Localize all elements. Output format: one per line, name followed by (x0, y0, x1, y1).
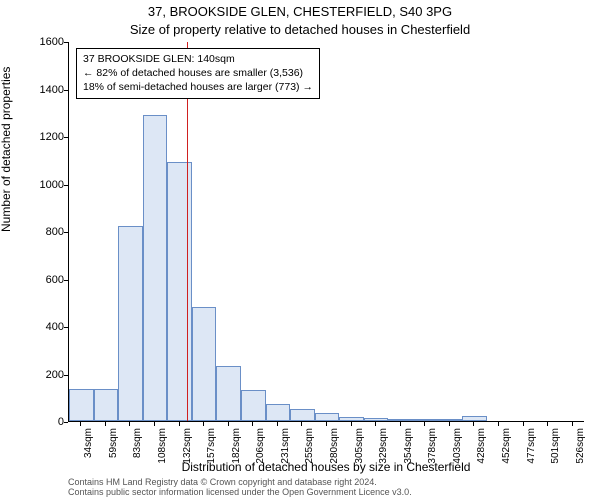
ytick-label: 1200 (40, 131, 64, 143)
reference-line (187, 42, 188, 421)
xtick-mark (473, 422, 474, 426)
histogram-bar (118, 226, 143, 421)
y-axis-label: Number of detached properties (0, 67, 13, 232)
histogram-bar (388, 419, 413, 421)
ytick-mark (64, 422, 68, 423)
annotation-box: 37 BROOKSIDE GLEN: 140sqm ← 82% of detac… (76, 48, 320, 99)
histogram-bar (339, 417, 364, 421)
xtick-label: 501sqm (550, 428, 561, 464)
xtick-mark (301, 422, 302, 426)
xtick-mark (154, 422, 155, 426)
xtick-label: 231sqm (280, 428, 291, 464)
ytick-label: 1600 (40, 36, 64, 48)
x-axis-label: Distribution of detached houses by size … (68, 460, 584, 474)
xtick-label: 477sqm (526, 428, 537, 464)
xtick-label: 329sqm (378, 428, 389, 464)
xtick-label: 83sqm (132, 428, 143, 458)
xtick-label: 378sqm (427, 428, 438, 464)
histogram-bar (438, 419, 463, 421)
xtick-label: 34sqm (83, 428, 94, 458)
plot-area (68, 42, 584, 422)
xtick-mark (523, 422, 524, 426)
xtick-label: 206sqm (255, 428, 266, 464)
chart-title-line1: 37, BROOKSIDE GLEN, CHESTERFIELD, S40 3P… (0, 4, 600, 19)
histogram-bar (413, 419, 438, 421)
annotation-line1: 37 BROOKSIDE GLEN: 140sqm (83, 52, 313, 66)
chart-container: 37, BROOKSIDE GLEN, CHESTERFIELD, S40 3P… (0, 0, 600, 500)
xtick-mark (326, 422, 327, 426)
histogram-bar (364, 418, 389, 421)
histogram-bar (216, 366, 241, 421)
xtick-mark (203, 422, 204, 426)
xtick-label: 157sqm (206, 428, 217, 464)
histogram-bar (143, 115, 168, 421)
xtick-label: 132sqm (182, 428, 193, 464)
xtick-label: 305sqm (354, 428, 365, 464)
xtick-mark (228, 422, 229, 426)
xtick-mark (252, 422, 253, 426)
xtick-label: 452sqm (501, 428, 512, 464)
ytick-label: 400 (46, 321, 64, 333)
xtick-mark (179, 422, 180, 426)
annotation-line3: 18% of semi-detached houses are larger (… (83, 80, 313, 94)
ytick-label: 1000 (40, 179, 64, 191)
xtick-mark (400, 422, 401, 426)
ytick-label: 800 (46, 226, 64, 238)
annotation-line2: ← 82% of detached houses are smaller (3,… (83, 66, 313, 80)
copyright-text: Contains HM Land Registry data © Crown c… (68, 478, 594, 498)
histogram-bar (69, 389, 94, 421)
xtick-label: 59sqm (108, 428, 119, 458)
xtick-label: 403sqm (452, 428, 463, 464)
xtick-mark (498, 422, 499, 426)
histogram-bar (266, 404, 291, 421)
xtick-label: 255sqm (304, 428, 315, 464)
xtick-mark (424, 422, 425, 426)
xtick-mark (80, 422, 81, 426)
xtick-label: 354sqm (403, 428, 414, 464)
histogram-bar (241, 390, 266, 421)
xtick-mark (351, 422, 352, 426)
xtick-label: 108sqm (157, 428, 168, 464)
histogram-bar (94, 389, 119, 421)
xtick-label: 428sqm (476, 428, 487, 464)
xtick-mark (449, 422, 450, 426)
histogram-bar (290, 409, 315, 421)
ytick-label: 600 (46, 274, 64, 286)
xtick-mark (572, 422, 573, 426)
xtick-mark (277, 422, 278, 426)
ytick-label: 200 (46, 369, 64, 381)
histogram-bar (462, 416, 487, 421)
xtick-label: 182sqm (231, 428, 242, 464)
xtick-label: 526sqm (575, 428, 586, 464)
xtick-mark (105, 422, 106, 426)
histogram-bar (315, 413, 340, 421)
xtick-mark (375, 422, 376, 426)
xtick-mark (547, 422, 548, 426)
ytick-label: 1400 (40, 84, 64, 96)
histogram-bar (192, 307, 217, 421)
copyright-line2: Contains public sector information licen… (68, 488, 594, 498)
xtick-label: 280sqm (329, 428, 340, 464)
chart-title-line2: Size of property relative to detached ho… (0, 22, 600, 37)
xtick-mark (129, 422, 130, 426)
